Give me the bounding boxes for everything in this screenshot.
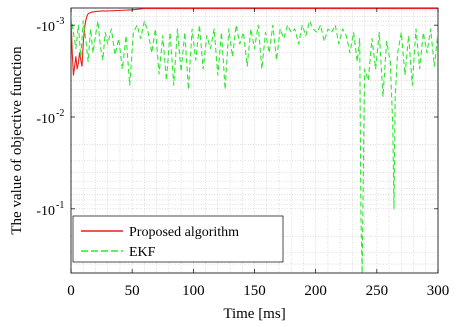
legend-label: Proposed algorithm	[129, 225, 239, 240]
x-axis-label: Time [ms]	[223, 306, 285, 322]
y-tick-label-base: -10	[36, 112, 55, 127]
x-tick-label: 50	[125, 283, 140, 299]
legend-label: EKF	[129, 245, 156, 260]
y-tick-label-exponent: -1	[56, 200, 64, 211]
y-tick-label: -10 -2	[36, 108, 64, 127]
legend-box	[72, 215, 284, 263]
legend: Proposed algorithm EKF	[72, 215, 284, 263]
series-line-ekf	[71, 16, 438, 273]
y-tick-label: -10 -1	[36, 200, 64, 219]
y-axis-label: The value of objective function	[9, 46, 25, 235]
y-tick-label-base: -10	[36, 204, 55, 219]
x-tick-label: 200	[304, 283, 327, 299]
y-tick-label: -10 -3	[36, 16, 64, 35]
y-tick-label-base: -10	[36, 20, 55, 35]
x-tick-label: 250	[366, 283, 389, 299]
x-tick-label: 300	[427, 283, 450, 299]
x-tick-label: 0	[67, 283, 75, 299]
y-tick-label-exponent: -3	[56, 16, 64, 27]
tick-marks	[70, 8, 439, 273]
x-tick-label: 150	[243, 283, 266, 299]
y-tick-label-exponent: -2	[56, 108, 64, 119]
x-tick-label: 100	[182, 283, 205, 299]
series-line-proposed-algorithm	[71, 8, 438, 76]
